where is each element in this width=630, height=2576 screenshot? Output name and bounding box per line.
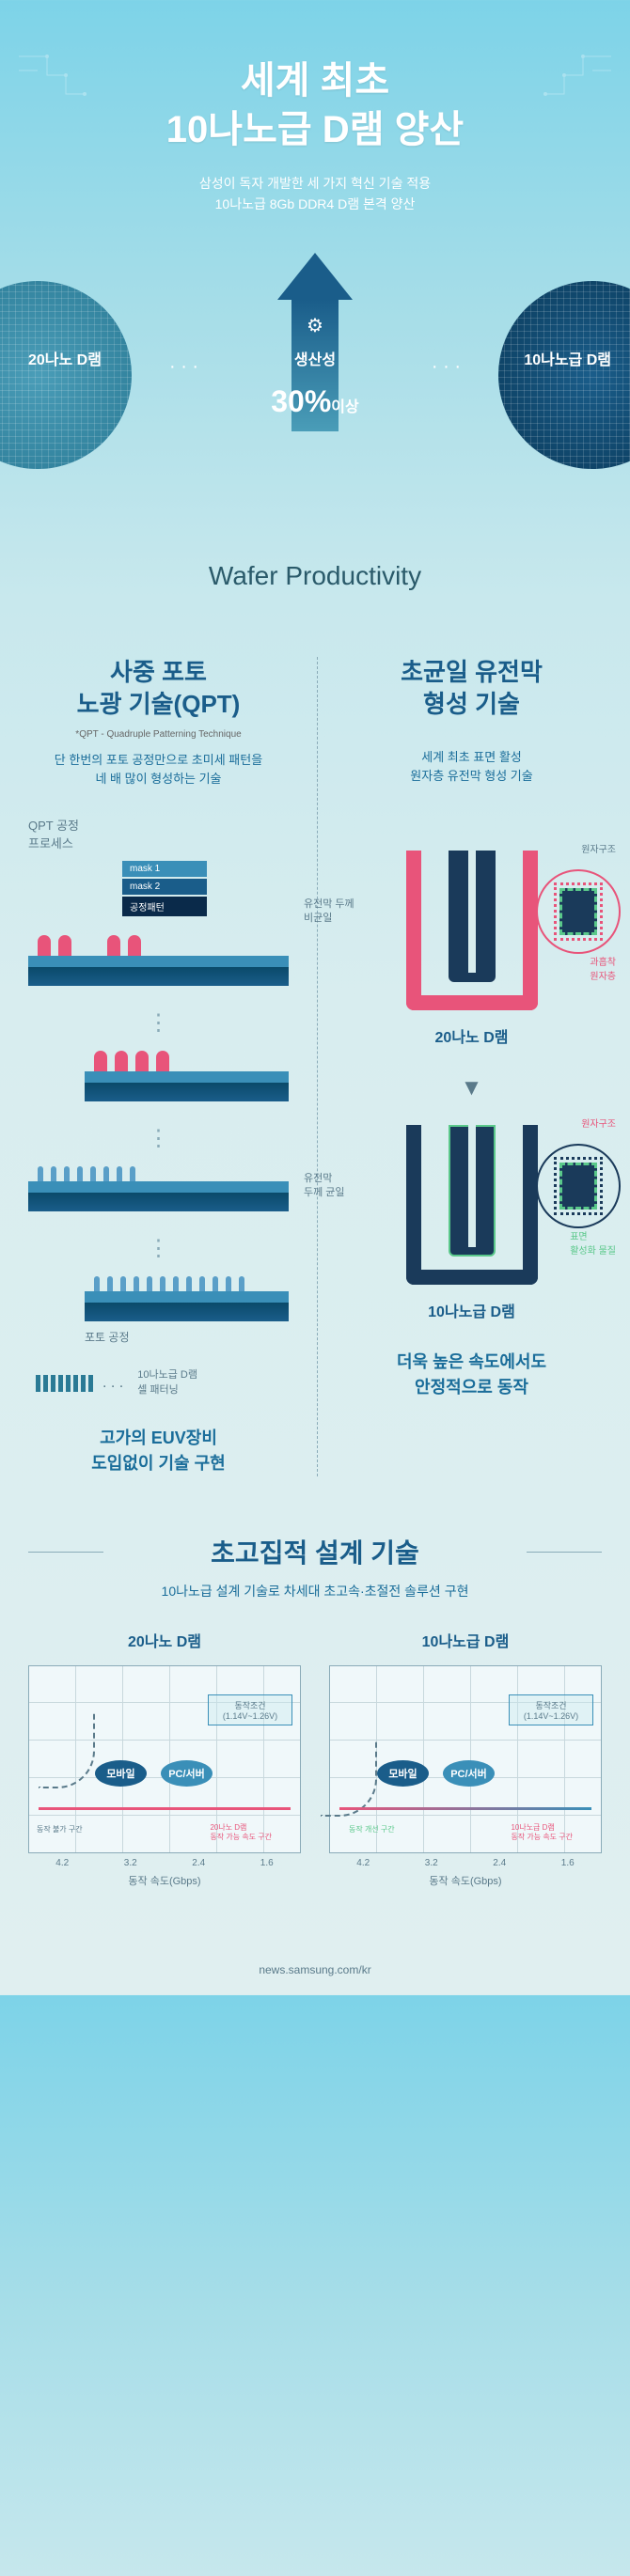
pattern-label: 10나노급 D램 셀 패터닝 <box>137 1368 197 1397</box>
productivity-value: 30%이상 <box>271 384 359 419</box>
op-condition-20nm: 동작조건 (1.14V~1.26V) <box>208 1694 292 1725</box>
mask2-legend: mask 2 <box>122 879 207 895</box>
qpt-final-pattern <box>28 1375 93 1392</box>
qpt-step-4: 포토 공정 <box>85 1276 289 1345</box>
mobile-oval-20nm: 모바일 <box>95 1760 147 1787</box>
wafer-section-title: Wafer Productivity <box>209 561 421 591</box>
atom-structure-label: 원자구조 <box>581 841 616 855</box>
title-line-1: 세계 최초 <box>241 60 389 101</box>
10nm-range-annot: 10나노급 D램 동작 가능 속도 구간 <box>511 1823 573 1841</box>
chart-20nm-label: 20나노 D램 <box>28 1629 301 1651</box>
qpt-note: *QPT - Quadruple Patterning Technique <box>28 729 289 740</box>
foto-label: 포토 공정 <box>85 1329 289 1345</box>
x-label-20nm: 동작 속도(Gbps) <box>28 1873 301 1888</box>
wafer-10nm-label: 10나노급 D램 <box>524 347 611 369</box>
dielectric-title: 초균일 유전막 형성 기술 <box>341 657 602 721</box>
footer: news.samsung.com/kr <box>0 1944 630 1995</box>
qpt-process-label: QPT 공정 프로세스 <box>28 816 289 851</box>
chart-10nm: 10나노급 D램 동작조건 (1.14V~1.26V) 모바일 PC/서버 10… <box>329 1629 602 1888</box>
chart-20nm: 20나노 D램 동작조건 (1.14V~1.26V) 모바일 PC/서버 동작 … <box>28 1629 301 1888</box>
qpt-conclusion: 고가의 EUV장비 도입없이 기술 구현 <box>28 1426 289 1476</box>
mask-legend: mask 1 mask 2 공정패턴 <box>122 861 289 916</box>
tech-columns: 사중 포토 노광 기술(QPT) *QPT - Quadruple Patter… <box>0 619 630 1495</box>
productivity-suffix: 이상 <box>331 399 358 415</box>
qpt-column: 사중 포토 노광 기술(QPT) *QPT - Quadruple Patter… <box>28 657 289 1476</box>
dielectric-conclusion: 더욱 높은 속도에서도 안정적으로 동작 <box>341 1350 602 1400</box>
dram-10nm-label: 10나노급 D램 <box>341 1299 602 1321</box>
thickness-10nm-label: 유전막 두께 균일 <box>304 1172 345 1199</box>
pc-oval-20nm: PC/서버 <box>161 1760 213 1787</box>
title-line-2: 10나노급 D램 양산 <box>166 109 464 150</box>
dots-right: · · · <box>432 356 461 378</box>
dots-left: · · · <box>169 356 198 378</box>
design-tech-section: 초고집적 설계 기술 10나노급 설계 기술로 차세대 초고속·초절전 솔루션 … <box>0 1495 630 1944</box>
circuit-decoration-left <box>19 47 94 103</box>
dielectric-10nm-diagram: 유전막 두께 균일 원자구조 표면 활성화 물질 10나노급 D램 <box>341 1116 602 1321</box>
mask1-legend: mask 1 <box>122 861 207 877</box>
dielectric-20nm-diagram: 유전막 두께 비균일 원자구조 과흡착 원자층 20나노 D램 <box>341 841 602 1047</box>
chart-10nm-label: 10나노급 D램 <box>329 1629 602 1651</box>
subtitle-line-1: 삼성이 독자 개발한 세 가지 혁신 기술 적용 <box>199 176 431 191</box>
design-subtitle: 10나노급 설계 기술로 차세대 초고속·초절전 솔루션 구현 <box>28 1582 602 1600</box>
impossible-annot: 동작 불가 구간 <box>37 1825 83 1834</box>
qpt-step-3 <box>28 1166 289 1211</box>
gear-icon: ⚙ <box>307 314 323 337</box>
qpt-step-1 <box>28 935 289 986</box>
wafer-productivity-section: 20나노 D램 10나노급 D램 · · · · · · ⚙ 생산성 30%이상… <box>0 262 630 619</box>
qpt-desc: 단 한번의 포토 공정만으로 초미세 패턴을 네 배 많이 형성하는 기술 <box>28 751 289 788</box>
over-deposit-label: 과흡착 원자층 <box>590 954 616 982</box>
qpt-step-2 <box>85 1051 289 1101</box>
productivity-number: 30% <box>271 384 331 418</box>
x-label-10nm: 동작 속도(Gbps) <box>329 1873 602 1888</box>
design-charts: 20나노 D램 동작조건 (1.14V~1.26V) 모바일 PC/서버 동작 … <box>28 1629 602 1888</box>
improve-annot: 동작 개선 구간 <box>349 1825 395 1834</box>
wafer-20nm <box>0 281 132 469</box>
wafer-10nm <box>498 281 630 469</box>
x-axis-10nm: 4.2 3.2 2.4 1.6 <box>329 1858 602 1868</box>
down-arrow-icon: ▼ <box>341 1075 602 1101</box>
subtitle: 삼성이 독자 개발한 세 가지 혁신 기술 적용 10나노급 8Gb DDR4 … <box>38 173 592 215</box>
pc-oval-10nm: PC/서버 <box>443 1760 495 1787</box>
main-title: 세계 최초 10나노급 D램 양산 <box>38 56 592 154</box>
atom-structure-label-2: 원자구조 <box>581 1116 616 1130</box>
op-condition-10nm: 동작조건 (1.14V~1.26V) <box>509 1694 593 1725</box>
dram-20nm-label: 20나노 D램 <box>341 1024 602 1047</box>
dielectric-desc: 세계 최초 표면 활성 원자층 유전막 형성 기술 <box>341 748 602 785</box>
header-section: 세계 최초 10나노급 D램 양산 삼성이 독자 개발한 세 가지 혁신 기술 … <box>0 0 630 243</box>
x-axis-20nm: 4.2 3.2 2.4 1.6 <box>28 1858 301 1868</box>
surface-active-label: 표면 활성화 물질 <box>570 1228 616 1257</box>
wafer-20nm-label: 20나노 D램 <box>28 347 102 369</box>
dielectric-column: 초균일 유전막 형성 기술 세계 최초 표면 활성 원자층 유전막 형성 기술 … <box>317 657 602 1476</box>
design-title: 초고집적 설계 기술 <box>28 1533 602 1570</box>
20nm-range-annot: 20나노 D램 동작 가능 속도 구간 <box>210 1823 272 1841</box>
zoom-circle-10nm <box>536 1144 621 1228</box>
subtitle-line-2: 10나노급 8Gb DDR4 D램 본격 양산 <box>215 196 416 211</box>
productivity-label: 생산성 <box>294 347 336 369</box>
circuit-decoration-right <box>536 47 611 103</box>
mobile-oval-10nm: 모바일 <box>377 1760 429 1787</box>
thickness-20nm-label: 유전막 두께 비균일 <box>304 898 354 925</box>
zoom-circle-20nm <box>536 869 621 954</box>
final-legend: 공정패턴 <box>122 897 207 916</box>
qpt-title: 사중 포토 노광 기술(QPT) <box>28 657 289 721</box>
